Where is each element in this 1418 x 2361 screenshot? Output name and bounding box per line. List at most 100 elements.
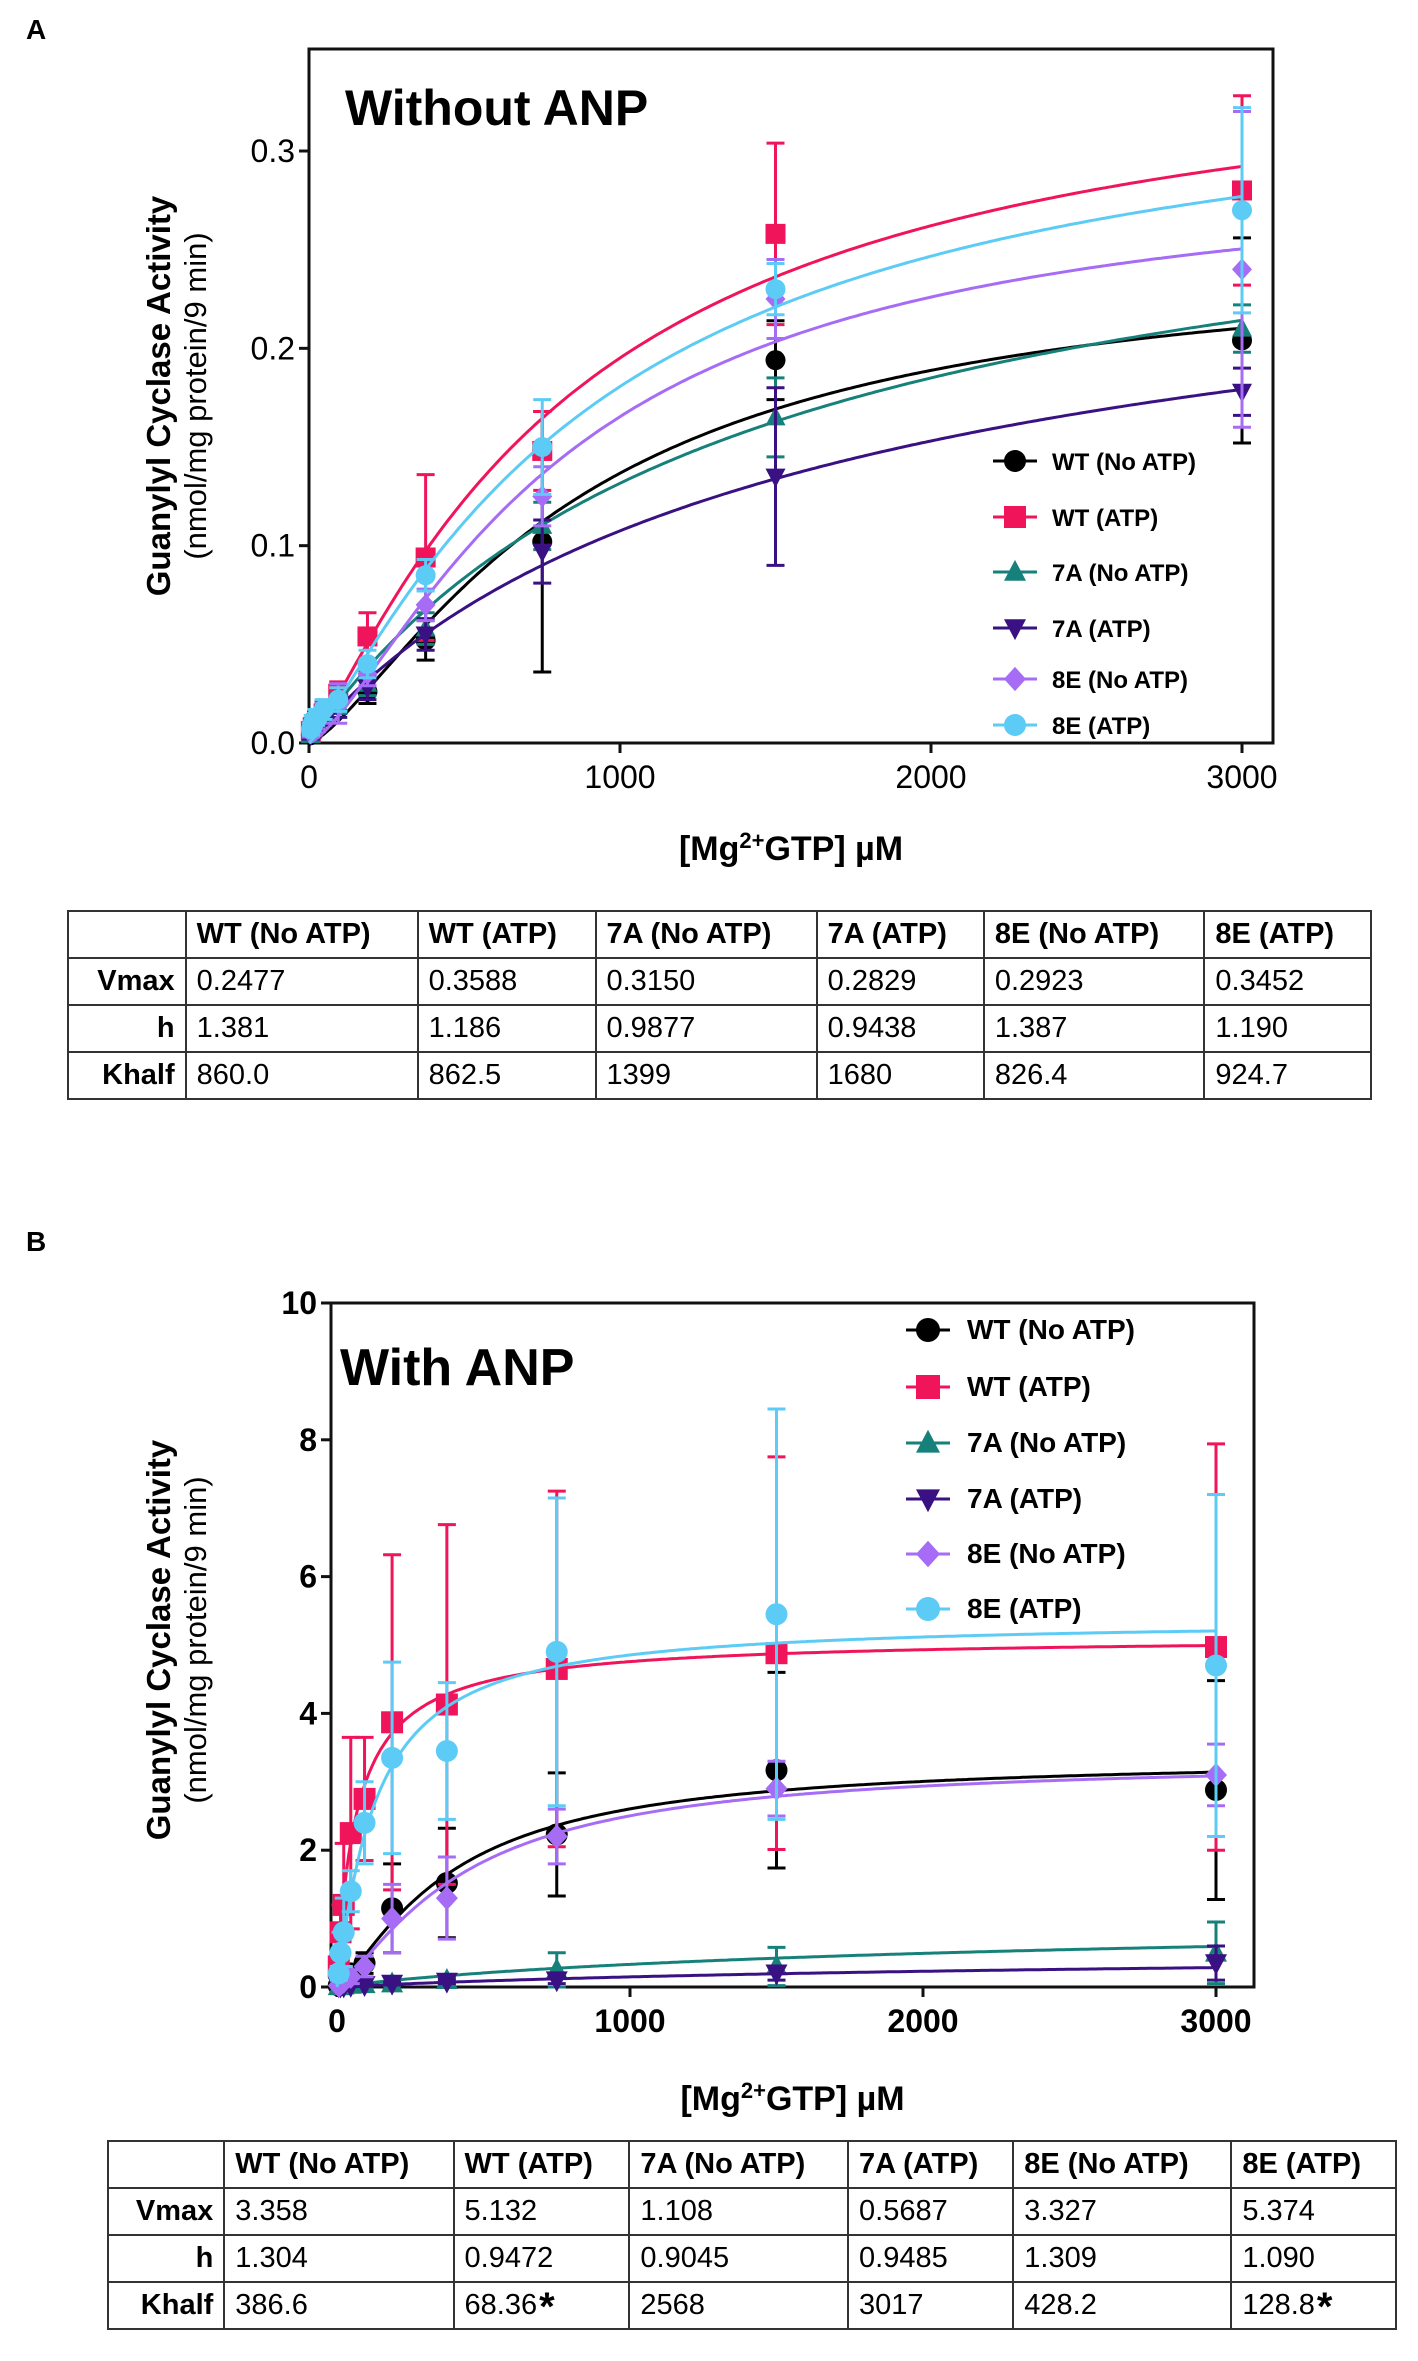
- table-cell: 1.190: [1203, 1004, 1372, 1053]
- table-cell: 3017: [847, 2281, 1015, 2330]
- params-table-b: WT (No ATP) WT (ATP) 7A (No ATP) 7A (ATP) 8E…: [106, 2140, 1397, 2330]
- row-header: Vmax: [67, 957, 187, 1006]
- table-cell: 386.6: [223, 2281, 455, 2330]
- table-cell: 0.3452: [1203, 957, 1372, 1006]
- column-header: 7A (ATP): [815, 910, 985, 959]
- table-cell: 860.0: [184, 1051, 419, 1100]
- table-row: Khalf 386.6 68.36* 2568 3017 428.2 128.8*: [106, 2281, 1397, 2330]
- legend-marker: [1004, 666, 1026, 692]
- table-cell: 826.4: [982, 1051, 1206, 1100]
- table-corner: [67, 910, 187, 959]
- table-cell: 1.304: [223, 2234, 455, 2283]
- data-point: [353, 1811, 376, 1834]
- data-point: [435, 1885, 458, 1911]
- y-axis-label: Guanylyl Cyclase Activity: [140, 1439, 177, 1840]
- y-axis-label: Guanylyl Cyclase Activity: [140, 195, 177, 596]
- table-cell: 924.7: [1203, 1051, 1372, 1100]
- legend-marker: [916, 1375, 940, 1399]
- table-row: Vmax 3.358 5.132 1.108 0.5687 3.327 5.374: [106, 2187, 1397, 2236]
- legend-label: WT (ATP): [1052, 505, 1158, 532]
- table-cell: 1.381: [184, 1004, 419, 1053]
- data-point: [381, 1974, 404, 1996]
- table-cell: 3.358: [223, 2187, 455, 2236]
- legend-marker: [916, 1540, 940, 1568]
- data-point: [381, 1906, 404, 1931]
- table-cell: 0.9485: [847, 2234, 1015, 2283]
- data-point: [381, 1746, 404, 1769]
- data-point: [329, 1941, 352, 1964]
- table-cell: 1.309: [1012, 2234, 1233, 2283]
- table-cell: 0.2923: [982, 957, 1206, 1006]
- legend-label: 8E (ATP): [967, 1593, 1082, 1624]
- legend-marker: [1004, 506, 1026, 528]
- data-point: [765, 468, 786, 488]
- table-cell: 0.5687: [847, 2187, 1015, 2236]
- table-cell: 1.108: [628, 2187, 850, 2236]
- legend-marker: [1004, 714, 1026, 736]
- data-point: [765, 350, 786, 371]
- series-8e-atp-: [327, 1407, 1227, 1988]
- data-point: [765, 1964, 788, 1986]
- row-header: h: [106, 2234, 226, 2283]
- x-tick-label: 1000: [594, 2003, 665, 2039]
- legend-label: WT (No ATP): [1052, 449, 1196, 476]
- y-tick-label: 0.3: [251, 133, 295, 169]
- x-tick-label: 3000: [1206, 759, 1277, 795]
- table-cell: 3.327: [1012, 2187, 1233, 2236]
- table-row: h 1.304 0.9472 0.9045 0.9485 1.309 1.090: [106, 2234, 1397, 2283]
- legend-marker: [1004, 559, 1026, 581]
- data-point: [545, 1640, 568, 1663]
- table-cell: 0.9877: [594, 1004, 818, 1053]
- data-point: [532, 543, 553, 563]
- table-cell: 862.5: [416, 1051, 597, 1100]
- series-8e-atp-: [300, 106, 1252, 745]
- data-point: [415, 565, 436, 586]
- data-point: [332, 1921, 355, 1944]
- data-point: [435, 1740, 458, 1763]
- table-cell: 5.132: [452, 2187, 631, 2236]
- x-tick-label: 0: [300, 759, 318, 795]
- column-header: 8E (ATP): [1230, 2140, 1397, 2189]
- table-cell: 1680: [815, 1051, 985, 1100]
- row-header: Vmax: [106, 2187, 226, 2236]
- legend-marker: [1004, 450, 1026, 472]
- x-tick-label: 2000: [887, 2003, 958, 2039]
- legend-label: 7A (ATP): [1052, 616, 1151, 643]
- legend-marker: [1004, 619, 1026, 641]
- table-cell: 0.9438: [815, 1004, 985, 1053]
- column-header: WT (ATP): [416, 910, 597, 959]
- legend-label: 8E (ATP): [1052, 713, 1150, 740]
- chart-title: Without ANP: [345, 80, 648, 136]
- x-axis-label: [Mg2+GTP] µM: [680, 2078, 904, 2119]
- table-cell: 1.186: [416, 1004, 597, 1053]
- chart-title: With ANP: [340, 1339, 574, 1397]
- table-cell: 0.9045: [628, 2234, 850, 2283]
- y-tick-label: 0.2: [251, 330, 295, 366]
- column-header: 7A (No ATP): [628, 2140, 850, 2189]
- table-cell: 2568: [628, 2281, 850, 2330]
- y-tick-label: 8: [299, 1422, 317, 1458]
- y-axis-units: (nmol/mg protein/9 min): [178, 1476, 213, 1803]
- y-tick-label: 2: [299, 1832, 317, 1868]
- table-cell: 0.9472: [452, 2234, 631, 2283]
- plot-frame: [329, 1301, 1256, 1989]
- x-tick-label: 2000: [895, 759, 966, 795]
- table-cell: 428.2: [1012, 2281, 1233, 2330]
- data-point: [357, 654, 378, 675]
- table-row: Khalf 860.0 862.5 1399 1680 826.4 924.7: [67, 1051, 1372, 1100]
- legend-label: 8E (No ATP): [1052, 667, 1188, 694]
- column-header: WT (No ATP): [223, 2140, 455, 2189]
- column-header: 8E (No ATP): [1012, 2140, 1233, 2189]
- data-point: [545, 1824, 568, 1849]
- table-cell: 68.36*: [452, 2281, 631, 2330]
- legend-marker: [916, 1429, 940, 1453]
- column-header: 8E (ATP): [1203, 910, 1372, 959]
- legend-marker: [916, 1489, 940, 1513]
- panel-label-a: A: [26, 14, 47, 45]
- series-7a-no-atp-: [327, 1920, 1227, 1996]
- data-point: [545, 1971, 568, 1993]
- data-point: [353, 1954, 376, 1979]
- table-cell: 0.2477: [184, 957, 419, 1006]
- data-point: [1205, 1954, 1227, 1976]
- table-cell: 1.090: [1230, 2234, 1397, 2283]
